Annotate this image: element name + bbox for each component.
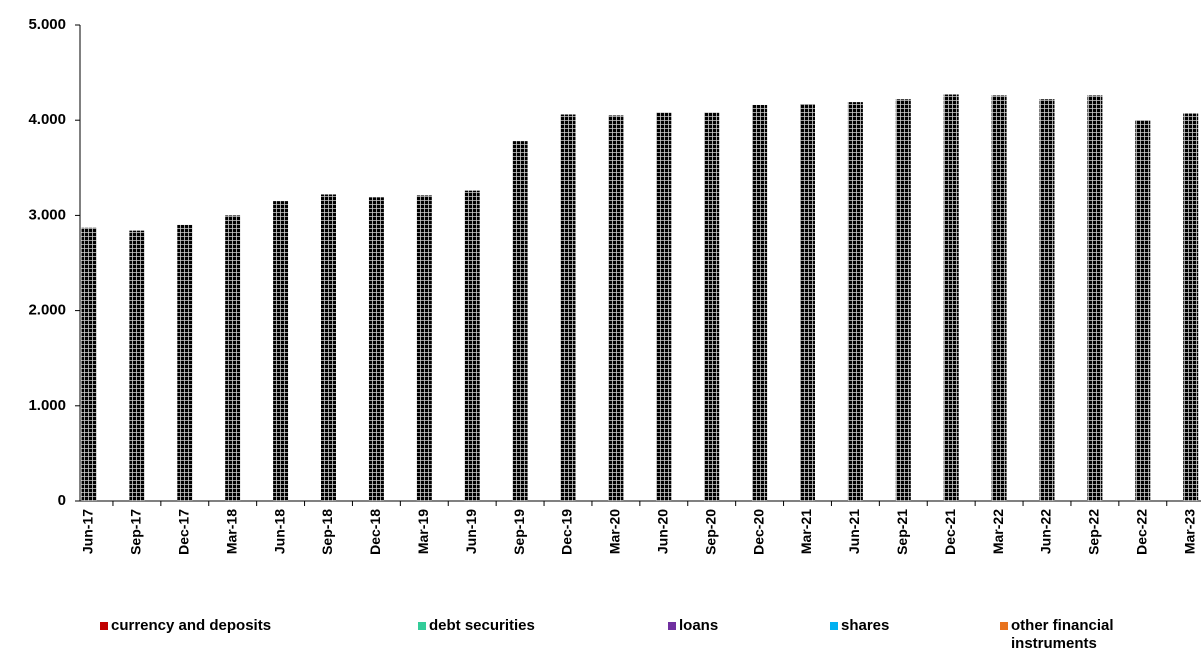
bar <box>1183 113 1199 501</box>
bar <box>464 190 480 501</box>
x-tick-label: Dec-21 <box>942 509 958 555</box>
y-tick-label: 1.000 <box>28 397 66 414</box>
x-tick-label: Mar-23 <box>1181 509 1197 554</box>
bar-segment-group <box>225 215 241 501</box>
bar-segment-group <box>81 227 97 501</box>
bar <box>895 99 911 502</box>
bar-segment-group <box>512 141 528 502</box>
bar-segment-group <box>1087 95 1103 501</box>
bar <box>943 94 959 501</box>
bar-segment-group <box>847 102 863 501</box>
bar-segment-group <box>800 104 815 502</box>
y-tick-label: 5.000 <box>28 16 66 33</box>
x-tick-label: Sep-18 <box>319 509 335 555</box>
bar <box>368 197 384 501</box>
x-tick-label: Sep-17 <box>128 509 144 555</box>
bar-segment-group <box>608 115 624 501</box>
bar <box>1039 99 1055 502</box>
bar-segment-group <box>752 104 768 501</box>
bar <box>1087 95 1103 501</box>
x-tick-label: Dec-19 <box>559 509 575 555</box>
bar-segment-group <box>704 112 720 502</box>
y-tick-label: 3.000 <box>28 206 66 223</box>
x-tick-label: Mar-19 <box>415 509 431 554</box>
bar-segment-group <box>943 94 959 501</box>
y-tick-label: 0 <box>58 492 66 509</box>
bar-segment-group <box>1039 99 1055 502</box>
bar <box>321 194 336 501</box>
bar-segment-group <box>177 224 193 502</box>
x-tick-label: Sep-22 <box>1086 509 1102 555</box>
x-tick-label: Mar-22 <box>990 509 1006 554</box>
bar <box>800 104 815 502</box>
bar <box>991 95 1007 501</box>
x-tick-label: Sep-21 <box>894 509 910 555</box>
bar <box>704 112 720 502</box>
bar-segment-group <box>1183 113 1199 501</box>
bar <box>416 195 432 501</box>
bar <box>752 104 768 501</box>
bar <box>608 115 624 501</box>
bar <box>129 230 145 501</box>
bar-segment-group <box>656 112 672 502</box>
bar <box>81 227 97 501</box>
bar <box>1135 120 1151 501</box>
bar-segment-group <box>129 230 145 501</box>
bar <box>273 201 289 501</box>
bar <box>560 114 576 501</box>
x-tick-label: Jun-20 <box>655 509 671 554</box>
x-tick-label: Mar-20 <box>607 509 623 554</box>
bar <box>847 102 863 501</box>
bar-segment-group <box>1135 120 1151 501</box>
y-tick-label: 2.000 <box>28 302 66 319</box>
x-tick-label: Mar-21 <box>798 509 814 554</box>
bar-segment-group <box>321 194 336 501</box>
bar-segment-group <box>560 114 576 501</box>
x-tick-label: Jun-18 <box>271 509 287 554</box>
bar-segment-group <box>368 197 384 501</box>
x-tick-label: Dec-17 <box>176 509 192 555</box>
x-tick-label: Jun-19 <box>463 509 479 554</box>
x-tick-label: Dec-20 <box>750 509 766 555</box>
bar-segment-group <box>464 190 480 501</box>
bar-segment-group <box>895 99 911 502</box>
x-tick-label: Jun-22 <box>1038 509 1054 554</box>
x-tick-label: Sep-20 <box>702 509 718 555</box>
bar-segment-group <box>416 195 432 501</box>
x-tick-label: Mar-18 <box>223 509 239 554</box>
x-tick-label: Jun-17 <box>80 509 96 554</box>
bar-segment-group <box>273 201 289 501</box>
bar <box>512 141 528 502</box>
bar <box>656 112 672 502</box>
bar <box>225 215 241 501</box>
x-tick-label: Jun-21 <box>846 509 862 554</box>
x-tick-label: Dec-18 <box>367 509 383 555</box>
bar-segment-group <box>991 95 1007 501</box>
x-tick-label: Dec-22 <box>1134 509 1150 555</box>
y-tick-label: 4.000 <box>28 111 66 128</box>
bar <box>177 224 193 502</box>
x-tick-label: Sep-19 <box>511 509 527 555</box>
